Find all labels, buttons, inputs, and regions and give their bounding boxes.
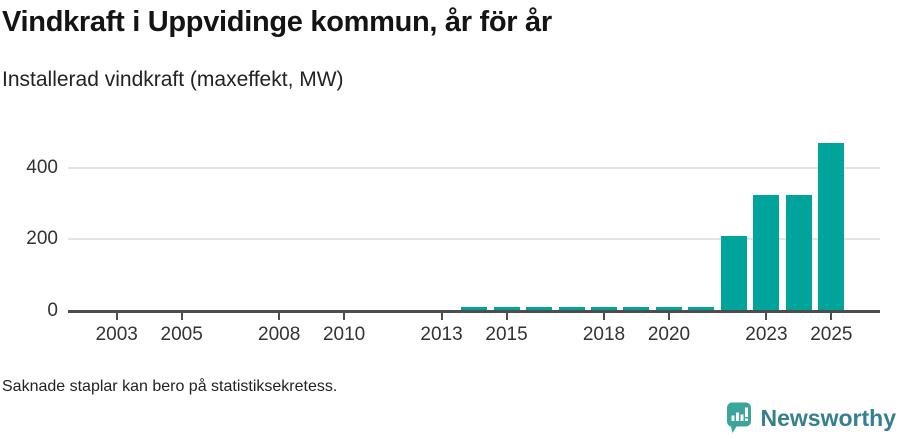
bar-2018 xyxy=(590,307,617,311)
year-slot-2016 xyxy=(523,130,555,311)
x-tick-2003 xyxy=(115,313,118,320)
year-slot-2009 xyxy=(295,130,327,311)
x-tick-2013 xyxy=(440,313,443,320)
page-title: Vindkraft i Uppvidinge kommun, år för år xyxy=(2,6,552,38)
year-slot-2010: 2010 xyxy=(323,130,365,345)
y-tick-label-400: 400 xyxy=(26,156,58,178)
footnote: Saknade staplar kan bero på statistiksek… xyxy=(2,378,338,395)
year-slot-2022 xyxy=(718,130,750,311)
x-tick-label-2003: 2003 xyxy=(95,324,138,345)
x-tick-2005 xyxy=(180,313,183,320)
y-tick-label-200: 200 xyxy=(26,228,58,250)
newsworthy-bubble-chart-icon xyxy=(726,402,751,433)
bar-2015 xyxy=(493,307,520,311)
newsworthy-wordmark: Newsworthy xyxy=(760,404,896,431)
x-tick-2025 xyxy=(830,313,833,320)
year-slot-2003: 2003 xyxy=(96,130,138,345)
bar-2017 xyxy=(558,307,585,311)
x-tick-label-2018: 2018 xyxy=(582,324,626,345)
x-tick-label-2005: 2005 xyxy=(160,324,203,345)
bar-chart-plot-area: 0 200 400 2003 2005 2008 2010 2013 2015 2018 2020… xyxy=(26,130,880,345)
bar-2024 xyxy=(785,194,812,311)
year-slot-2024 xyxy=(783,130,815,311)
bar-2014 xyxy=(461,307,488,311)
x-axis-line xyxy=(68,310,880,313)
year-slot-2023: 2023 xyxy=(745,130,788,345)
x-tick-label-2023: 2023 xyxy=(745,324,788,345)
year-slot-2017 xyxy=(555,130,587,311)
year-slot-2025: 2025 xyxy=(810,130,853,345)
year-slot-2012 xyxy=(393,130,425,311)
gridline-200 xyxy=(68,238,880,241)
x-tick-label-2025: 2025 xyxy=(810,324,853,345)
x-tick-2015 xyxy=(505,313,508,320)
year-slot-2004 xyxy=(133,130,165,311)
year-slot-2007 xyxy=(230,130,262,311)
x-tick-2008 xyxy=(278,313,281,320)
bar-slots: 2003 2005 2008 2010 2013 2015 2018 2020 2023 2025 xyxy=(68,130,880,345)
chart-subtitle: Installerad vindkraft (maxeffekt, MW) xyxy=(2,68,344,91)
x-tick-2023 xyxy=(765,313,768,320)
year-slot-2011 xyxy=(360,130,392,311)
year-slot-2021 xyxy=(685,130,717,311)
year-slot-2019 xyxy=(620,130,652,311)
bar-2021 xyxy=(688,307,715,311)
year-slot-2026 xyxy=(848,130,880,311)
x-tick-label-2015: 2015 xyxy=(485,324,528,345)
bar-2019 xyxy=(623,307,650,311)
bar-2023 xyxy=(753,194,780,311)
year-slot-2018: 2018 xyxy=(583,130,625,345)
x-tick-label-2008: 2008 xyxy=(258,324,301,345)
x-tick-label-2013: 2013 xyxy=(420,324,463,345)
bar-2022 xyxy=(720,236,747,311)
gridline-400 xyxy=(68,166,880,169)
year-slot-2013: 2013 xyxy=(420,130,463,345)
year-slot-2005: 2005 xyxy=(161,130,203,345)
year-slot-2006 xyxy=(198,130,230,311)
bar-2025 xyxy=(818,142,845,311)
newsworthy-logo[interactable]: Newsworthy xyxy=(726,402,896,434)
bar-2020 xyxy=(655,307,682,311)
y-tick-label-0: 0 xyxy=(47,300,58,321)
year-slot-2002 xyxy=(68,130,100,311)
x-tick-2018 xyxy=(602,313,605,320)
x-tick-2010 xyxy=(343,313,346,320)
x-tick-label-2010: 2010 xyxy=(322,324,366,345)
bar-2016 xyxy=(526,307,553,311)
year-slot-2014 xyxy=(458,130,490,311)
x-tick-2020 xyxy=(667,313,670,320)
year-slot-2015: 2015 xyxy=(485,130,528,345)
year-slot-2020: 2020 xyxy=(648,130,690,345)
year-slot-2008: 2008 xyxy=(258,130,300,345)
x-tick-label-2020: 2020 xyxy=(647,324,691,345)
